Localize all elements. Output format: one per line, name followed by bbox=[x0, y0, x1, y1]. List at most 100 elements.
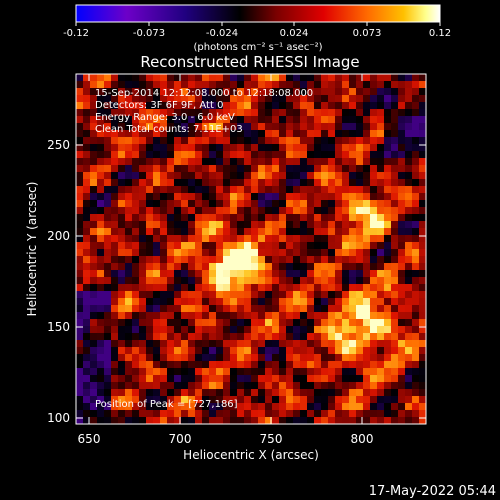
image-pixel bbox=[356, 410, 363, 417]
image-pixel bbox=[419, 81, 426, 88]
image-pixel bbox=[209, 165, 216, 172]
image-pixel bbox=[419, 144, 426, 151]
image-pixel bbox=[216, 130, 223, 137]
image-pixel bbox=[83, 326, 90, 333]
image-pixel bbox=[111, 298, 118, 305]
image-pixel bbox=[349, 270, 356, 277]
image-pixel bbox=[251, 249, 258, 256]
image-pixel bbox=[314, 368, 321, 375]
image-pixel bbox=[398, 193, 405, 200]
image-pixel bbox=[279, 361, 286, 368]
image-pixel bbox=[202, 207, 209, 214]
image-pixel bbox=[209, 186, 216, 193]
image-pixel bbox=[153, 179, 160, 186]
image-pixel bbox=[174, 228, 181, 235]
image-pixel bbox=[314, 228, 321, 235]
image-pixel bbox=[167, 326, 174, 333]
image-pixel bbox=[384, 242, 391, 249]
image-pixel bbox=[139, 144, 146, 151]
image-pixel bbox=[244, 81, 251, 88]
image-pixel bbox=[76, 319, 83, 326]
image-pixel bbox=[342, 179, 349, 186]
image-pixel bbox=[174, 389, 181, 396]
image-pixel bbox=[111, 151, 118, 158]
image-pixel bbox=[300, 116, 307, 123]
image-pixel bbox=[286, 130, 293, 137]
image-pixel bbox=[419, 88, 426, 95]
image-pixel bbox=[160, 312, 167, 319]
image-pixel bbox=[356, 95, 363, 102]
image-pixel bbox=[265, 172, 272, 179]
image-pixel bbox=[370, 228, 377, 235]
image-pixel bbox=[405, 214, 412, 221]
image-pixel bbox=[391, 319, 398, 326]
image-pixel bbox=[209, 228, 216, 235]
image-pixel bbox=[174, 235, 181, 242]
image-pixel bbox=[125, 333, 132, 340]
image-pixel bbox=[188, 179, 195, 186]
image-pixel bbox=[244, 102, 251, 109]
image-pixel bbox=[258, 74, 265, 81]
image-pixel bbox=[195, 88, 202, 95]
image-pixel bbox=[258, 347, 265, 354]
image-pixel bbox=[139, 305, 146, 312]
image-pixel bbox=[258, 375, 265, 382]
image-pixel bbox=[146, 256, 153, 263]
image-pixel bbox=[111, 179, 118, 186]
image-pixel bbox=[202, 144, 209, 151]
image-pixel bbox=[195, 389, 202, 396]
image-pixel bbox=[83, 109, 90, 116]
image-pixel bbox=[300, 249, 307, 256]
image-pixel bbox=[153, 123, 160, 130]
image-pixel bbox=[90, 298, 97, 305]
image-pixel bbox=[202, 305, 209, 312]
image-pixel bbox=[97, 270, 104, 277]
image-pixel bbox=[83, 172, 90, 179]
image-pixel bbox=[188, 74, 195, 81]
image-pixel bbox=[356, 193, 363, 200]
image-pixel bbox=[104, 102, 111, 109]
image-pixel bbox=[90, 277, 97, 284]
image-pixel bbox=[132, 116, 139, 123]
image-pixel bbox=[335, 235, 342, 242]
image-pixel bbox=[286, 144, 293, 151]
image-pixel bbox=[356, 123, 363, 130]
image-pixel bbox=[223, 109, 230, 116]
image-pixel bbox=[300, 375, 307, 382]
image-pixel bbox=[153, 116, 160, 123]
image-pixel bbox=[286, 326, 293, 333]
image-pixel bbox=[104, 158, 111, 165]
image-pixel bbox=[251, 256, 258, 263]
image-pixel bbox=[160, 361, 167, 368]
image-pixel bbox=[349, 158, 356, 165]
image-pixel bbox=[321, 179, 328, 186]
image-pixel bbox=[328, 228, 335, 235]
image-pixel bbox=[363, 116, 370, 123]
image-pixel bbox=[216, 88, 223, 95]
image-pixel bbox=[139, 116, 146, 123]
image-pixel bbox=[209, 375, 216, 382]
image-pixel bbox=[307, 403, 314, 410]
image-pixel bbox=[377, 284, 384, 291]
image-pixel bbox=[314, 109, 321, 116]
image-pixel bbox=[286, 347, 293, 354]
image-pixel bbox=[139, 312, 146, 319]
image-pixel bbox=[104, 144, 111, 151]
image-pixel bbox=[160, 256, 167, 263]
image-pixel bbox=[321, 263, 328, 270]
method-annotation: Clean Total counts: 7.11E+03 bbox=[95, 124, 243, 135]
image-pixel bbox=[188, 319, 195, 326]
image-pixel bbox=[405, 151, 412, 158]
image-pixel bbox=[97, 81, 104, 88]
image-pixel bbox=[363, 354, 370, 361]
image-pixel bbox=[244, 221, 251, 228]
image-pixel bbox=[244, 235, 251, 242]
image-pixel bbox=[104, 361, 111, 368]
image-pixel bbox=[405, 368, 412, 375]
image-pixel bbox=[90, 305, 97, 312]
image-pixel bbox=[412, 298, 419, 305]
image-pixel bbox=[377, 172, 384, 179]
image-pixel bbox=[328, 249, 335, 256]
image-pixel bbox=[111, 249, 118, 256]
image-pixel bbox=[251, 319, 258, 326]
